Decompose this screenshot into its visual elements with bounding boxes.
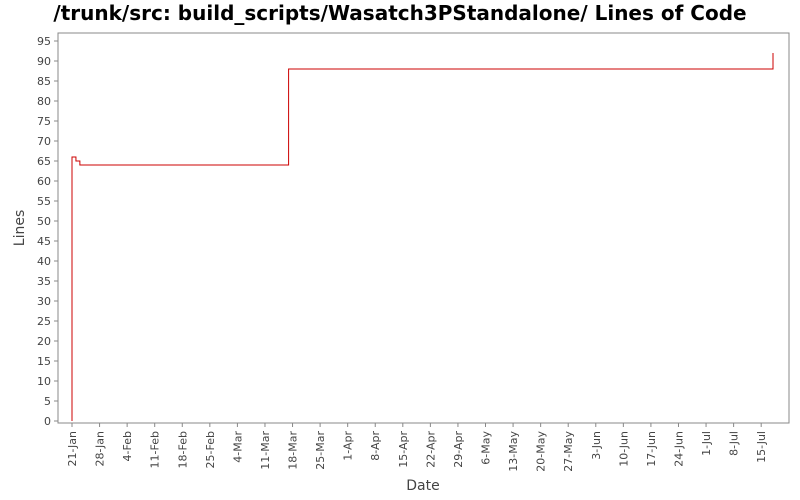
x-tick-label: 11-Mar [259, 431, 272, 470]
y-tick-label: 35 [37, 275, 51, 288]
y-tick-label: 85 [37, 75, 51, 88]
x-tick-label: 21-Jan [66, 431, 79, 467]
x-tick-label: 4-Mar [231, 431, 244, 463]
y-tick-label: 95 [37, 35, 51, 48]
y-tick-label: 45 [37, 235, 51, 248]
series-layer [71, 52, 774, 422]
x-tick-label: 13-May [507, 431, 520, 472]
x-tick-label: 8-Apr [369, 431, 382, 461]
x-axis: 21-Jan 28-Jan 4-Feb 11-Feb 18-Feb 25-Feb 4-Mar… [66, 423, 768, 472]
x-tick-label: 15-Apr [397, 431, 410, 468]
y-axis-label: Lines [12, 210, 28, 246]
x-tick-label: 18-Mar [287, 431, 300, 470]
x-tick-label: 17-Jun [645, 431, 658, 467]
x-tick-label: 28-Jan [94, 431, 107, 467]
x-tick-label: 3-Jun [590, 431, 603, 460]
x-tick-label: 27-May [562, 431, 575, 472]
x-tick-label: 22-Apr [424, 431, 437, 468]
y-tick-label: 65 [37, 155, 51, 168]
x-tick-label: 20-May [535, 431, 548, 472]
x-tick-label: 15-Jul [755, 431, 768, 463]
y-tick-label: 50 [37, 215, 51, 228]
y-tick-label: 90 [37, 55, 51, 68]
x-tick-label: 25-Mar [314, 431, 327, 470]
y-tick-label: 15 [37, 355, 51, 368]
x-tick-label: 24-Jun [672, 431, 685, 467]
y-tick-label: 0 [44, 415, 51, 428]
x-axis-label: Date [406, 478, 439, 494]
x-tick-label: 1-Apr [342, 431, 355, 461]
x-tick-label: 25-Feb [204, 431, 217, 468]
x-tick-label: 4-Feb [121, 431, 134, 461]
y-tick-label: 30 [37, 295, 51, 308]
x-tick-label: 29-Apr [452, 431, 465, 468]
y-tick-label: 75 [37, 115, 51, 128]
x-tick-label: 6-May [480, 431, 493, 465]
x-tick-label: 18-Feb [176, 431, 189, 468]
y-tick-label: 25 [37, 315, 51, 328]
y-tick-label: 40 [37, 255, 51, 268]
series-line [71, 53, 774, 421]
y-tick-label: 20 [37, 335, 51, 348]
x-tick-label: 10-Jun [617, 431, 630, 467]
y-tick-label: 10 [37, 375, 51, 388]
x-tick-label: 8-Jul [728, 431, 741, 456]
y-tick-label: 70 [37, 135, 51, 148]
y-tick-label: 55 [37, 195, 51, 208]
y-axis: 0 5 10 15 20 25 30 35 40 45 50 55 60 65 70 75 80 85 90 95 [37, 35, 58, 428]
plot-area [57, 32, 790, 424]
y-tick-label: 5 [44, 395, 51, 408]
y-tick-label: 60 [37, 175, 51, 188]
x-tick-label: 1-Jul [700, 431, 713, 456]
chart-title: /trunk/src: build_scripts/Wasatch3PStand… [53, 1, 746, 25]
y-tick-label: 80 [37, 95, 51, 108]
x-tick-label: 11-Feb [149, 431, 162, 468]
